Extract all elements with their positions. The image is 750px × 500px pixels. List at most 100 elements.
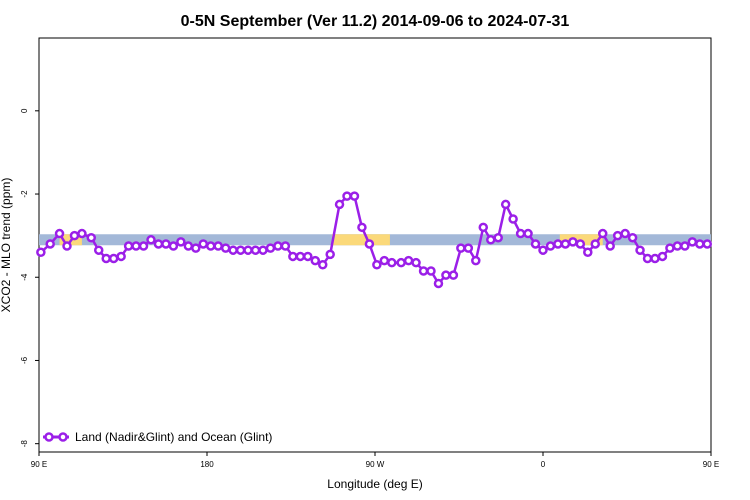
x-tick-label: 90 W xyxy=(366,460,385,469)
data-point xyxy=(213,241,223,251)
data-point xyxy=(493,232,503,243)
data-point xyxy=(411,257,421,268)
data-point xyxy=(553,239,563,249)
data-point xyxy=(642,253,653,264)
data-point xyxy=(500,199,511,210)
data-point xyxy=(627,232,638,243)
data-point xyxy=(418,266,429,276)
y-axis: 0 -2 -4 -6 -8 xyxy=(20,108,39,447)
y-axis-label: XCO2 - MLO trend (ppm) xyxy=(0,178,13,313)
data-point xyxy=(45,239,55,249)
data-point xyxy=(93,245,104,255)
data-point xyxy=(161,239,171,249)
data-point xyxy=(508,214,518,224)
data-point xyxy=(138,241,149,251)
data-point xyxy=(235,245,246,255)
data-point xyxy=(317,260,328,270)
data-point xyxy=(560,239,571,249)
data-point xyxy=(250,245,261,255)
data-point xyxy=(258,245,268,255)
data-point xyxy=(86,232,97,243)
x-tick-label: 0 xyxy=(541,460,546,469)
data-point xyxy=(545,241,556,251)
data-point xyxy=(280,241,291,251)
data-point xyxy=(635,245,645,255)
data-point xyxy=(342,191,352,201)
data-point xyxy=(243,245,253,255)
data-point xyxy=(220,243,231,253)
data-point xyxy=(575,239,586,249)
data-point xyxy=(680,241,690,251)
data-point xyxy=(583,247,593,258)
data-point xyxy=(131,241,141,251)
data-point xyxy=(325,249,335,260)
data-point xyxy=(702,239,713,249)
legend-marker-swatch xyxy=(58,432,68,442)
data-point xyxy=(303,251,313,262)
data-point xyxy=(123,241,134,251)
data-point xyxy=(672,241,683,251)
y-tick-label: -4 xyxy=(20,273,29,281)
data-point xyxy=(463,243,474,253)
data-point xyxy=(657,251,668,262)
data-point xyxy=(379,255,390,266)
data-point xyxy=(349,191,360,201)
data-point xyxy=(273,241,283,251)
data-point xyxy=(116,251,126,262)
data-point xyxy=(530,239,541,249)
data-point xyxy=(146,235,156,245)
data-point xyxy=(590,239,601,249)
data-point xyxy=(357,222,367,233)
data-point xyxy=(364,239,375,249)
series-points-layer xyxy=(36,191,713,289)
y-tick-label: -6 xyxy=(20,356,29,364)
data-point xyxy=(265,243,276,253)
data-point xyxy=(650,253,660,264)
data-point xyxy=(433,278,444,289)
data-point xyxy=(568,237,578,247)
data-point xyxy=(101,253,111,264)
data-point xyxy=(387,257,397,268)
data-point xyxy=(665,243,675,253)
data-point xyxy=(69,230,80,241)
data-point xyxy=(597,228,608,239)
data-point xyxy=(288,251,298,262)
data-point xyxy=(36,247,46,258)
y-tick-label: 0 xyxy=(20,108,29,113)
legend: Land (Nadir&Glint) and Ocean (Glint) xyxy=(43,430,272,444)
data-point xyxy=(403,255,414,266)
data-point xyxy=(695,239,705,249)
data-point xyxy=(441,270,451,280)
x-axis-label: Longitude (deg E) xyxy=(327,477,422,491)
x-tick-label: 90 E xyxy=(31,460,47,469)
data-point xyxy=(372,260,382,270)
data-point xyxy=(687,237,698,247)
data-point xyxy=(456,243,466,253)
data-point xyxy=(62,241,72,251)
data-point xyxy=(153,239,164,249)
legend-label: Land (Nadir&Glint) and Ocean (Glint) xyxy=(75,430,272,444)
data-point xyxy=(605,241,615,251)
x-axis: 90 E 180 90 W 0 90 E xyxy=(31,452,719,469)
data-point xyxy=(198,239,209,249)
data-point xyxy=(295,251,306,262)
y-tick-label: -2 xyxy=(20,190,29,198)
data-point xyxy=(334,199,345,210)
data-point xyxy=(478,222,489,233)
legend-marker-swatch xyxy=(44,432,54,442)
x-tick-label: 180 xyxy=(200,460,214,469)
data-point xyxy=(168,241,179,251)
data-point xyxy=(176,237,186,247)
data-point xyxy=(515,228,526,239)
data-point xyxy=(471,255,481,266)
data-point xyxy=(396,257,406,268)
data-point xyxy=(620,228,630,239)
data-point xyxy=(77,228,87,239)
data-point xyxy=(183,241,194,251)
data-point xyxy=(54,228,65,239)
data-point xyxy=(485,235,496,245)
data-point xyxy=(448,270,459,280)
data-point xyxy=(108,253,119,264)
data-point xyxy=(191,243,201,253)
chart-title: 0-5N September (Ver 11.2) 2014-09-06 to … xyxy=(181,13,570,30)
